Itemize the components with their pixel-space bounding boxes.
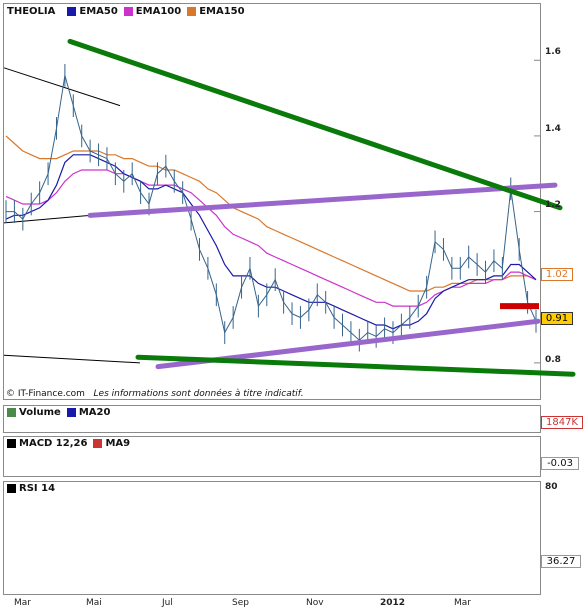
price-line — [6, 75, 537, 341]
volume-value-label: 1847K — [541, 416, 583, 429]
ema50-label: EMA50 — [79, 6, 118, 17]
credit-line: © IT-Finance.com Les informations sont d… — [6, 389, 304, 399]
x-tick-mai: Mai — [86, 598, 102, 608]
x-tick-mar: Mar — [14, 598, 31, 608]
macd-legend: MACD 12,26 MA9 — [7, 438, 130, 449]
rsi-legend: RSI 14 — [7, 483, 55, 494]
ema150-label: EMA150 — [199, 6, 245, 17]
rsi-swatch — [7, 484, 16, 493]
y-tick-0-8: 0.8 — [545, 355, 561, 365]
credit-note: Les informations sont données à titre in… — [93, 389, 304, 399]
ma20-swatch — [66, 408, 76, 417]
x-tick-nov: Nov — [306, 598, 324, 608]
green-downtrend-top — [67, 38, 563, 211]
main-legend: THEOLIA EMA50 EMA100 EMA150 — [7, 6, 245, 17]
y-tick-1-2: 1.2 — [545, 200, 561, 210]
trend-line-thin-left — [3, 214, 91, 224]
rsi-panel — [3, 481, 541, 595]
macd-panel — [3, 436, 541, 477]
ema50-swatch — [67, 7, 77, 16]
x-tick-2012: 2012 — [380, 598, 406, 608]
rsi-tick-80: 80 — [545, 482, 558, 492]
macd-swatch — [7, 439, 16, 448]
rsi-label: RSI 14 — [19, 483, 56, 494]
trend-line-thin-bottom — [3, 354, 141, 364]
macd-value-label: -0.03 — [541, 457, 579, 470]
rsi-value-label: 36.27 — [541, 555, 581, 568]
volume-panel — [3, 405, 541, 433]
channel-upper-line — [87, 182, 558, 218]
volume-label: Volume — [19, 407, 61, 418]
ema-value-label: 1.02 — [541, 268, 573, 281]
ema150-line — [5, 135, 537, 292]
ma9-swatch — [93, 439, 103, 448]
x-tick-mar-2012: Mar — [454, 598, 471, 608]
trend-line-thin-top — [3, 67, 121, 107]
macd-label: MACD 12,26 — [19, 438, 88, 449]
ema50-line — [5, 154, 537, 330]
volume-legend: Volume MA20 — [7, 407, 110, 418]
ticker-label: THEOLIA — [7, 6, 56, 17]
ma9-label: MA9 — [105, 438, 131, 449]
ema100-label: EMA100 — [135, 6, 182, 17]
x-tick-sep: Sep — [232, 598, 249, 608]
price-value-label: 0.91 — [541, 312, 573, 325]
ma20-label: MA20 — [78, 407, 111, 418]
x-tick-jul: Jul — [162, 598, 173, 608]
y-tick-1-6: 1.6 — [545, 47, 561, 57]
y-tick-1-4: 1.4 — [545, 124, 561, 134]
volume-swatch — [7, 408, 16, 417]
credit-logo[interactable]: © IT-Finance.com — [6, 389, 85, 399]
ema150-swatch — [187, 7, 197, 16]
green-downtrend-bottom — [135, 354, 576, 377]
ema100-swatch — [123, 7, 133, 16]
